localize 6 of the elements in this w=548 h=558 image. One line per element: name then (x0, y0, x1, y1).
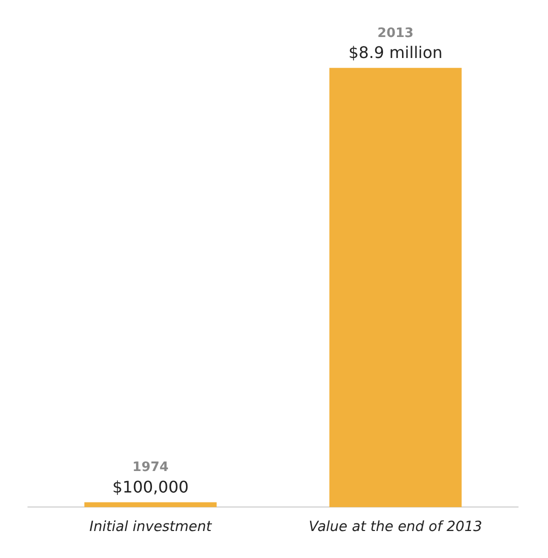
data-label: $8.9 million (348, 43, 443, 62)
x-tick-label: Value at the end of 2013 (308, 519, 482, 536)
annotation: 2013 (377, 26, 414, 41)
x-tick-label: Initial investment (89, 519, 212, 536)
annotation: 1974 (132, 460, 169, 476)
data-label: $100,000 (112, 477, 189, 496)
